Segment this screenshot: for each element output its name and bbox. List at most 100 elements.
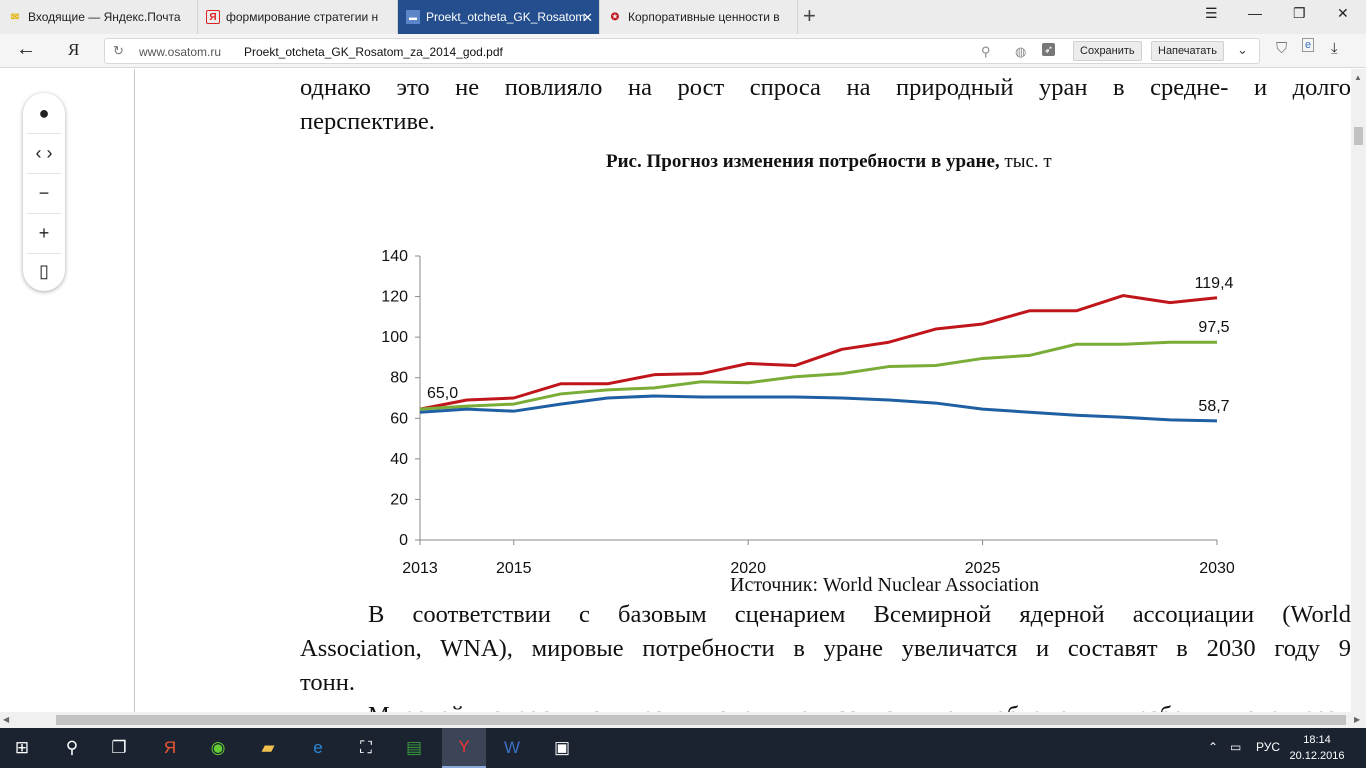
figure-title-unit: тыс. т [999, 151, 1052, 172]
series-line [419, 294, 1218, 411]
tab-label: Корпоративные ценности в [628, 10, 780, 24]
task-view-icon[interactable]: ❐ [111, 738, 127, 757]
divider [27, 213, 61, 214]
pdf-paragraph-line: Association, WNA), мировые потребности в… [300, 635, 1351, 662]
tab-corporate-values[interactable]: ✪ Корпоративные ценности в [600, 0, 798, 34]
divider [27, 253, 61, 254]
save-button[interactable]: Сохранить [1073, 41, 1142, 61]
scroll-up-icon[interactable]: ▲ [1354, 73, 1362, 82]
reload-icon[interactable]: ↻ [113, 43, 124, 58]
app-taskbar-icon[interactable]: ◉ [210, 738, 226, 757]
globe-icon[interactable]: ◍ [1015, 44, 1027, 59]
pdf-text-line: однако это не повлияло на рост спроса на… [300, 74, 1351, 101]
tab-pdf-active[interactable]: ▬ Proekt_otcheta_GK_Rosatom ✕ [398, 0, 600, 34]
mail-icon: ✉ [10, 11, 20, 23]
y-tick-label: 40 [390, 451, 408, 468]
windows-start-icon[interactable]: ⊞ [14, 738, 30, 757]
tab-strategy[interactable]: Я формирование стратегии н [198, 0, 398, 34]
scroll-right-icon[interactable]: ▶ [1354, 715, 1361, 724]
chevron-down-icon[interactable]: ⌄ [1237, 42, 1248, 57]
clock-date: 20.12.2016 [1289, 750, 1345, 762]
yandex-icon: Я [206, 10, 220, 24]
figure-title-bold: Рис. Прогноз изменения потребности в ура… [606, 151, 1000, 172]
x-tick-label: 2020 [730, 560, 766, 573]
series-line [419, 394, 1218, 423]
page-edge [134, 69, 135, 713]
divider [27, 133, 61, 134]
tab-yandex-mail[interactable]: ✉ Входящие — Яндекс.Почта [0, 0, 198, 34]
download-icon[interactable]: ⤓ [1331, 40, 1338, 57]
y-tick-label: 140 [381, 248, 408, 265]
address-bar: ← Я ↻ www.osatom.ru Proekt_otcheta_GK_Ro… [0, 34, 1366, 68]
url-path: Proekt_otcheta_GK_Rosatom_za_2014_god.pd… [244, 45, 503, 59]
divider [27, 173, 61, 174]
back-arrow-icon[interactable]: ← [16, 38, 36, 60]
shield-icon[interactable]: ⛉ [1276, 40, 1288, 57]
x-tick-label: 2030 [1199, 560, 1235, 573]
tab-label: Входящие — Яндекс.Почта [28, 10, 181, 24]
keyboard-language[interactable]: РУС [1256, 740, 1281, 754]
horizontal-scrollbar[interactable]: ◀ ▶ [0, 712, 1366, 728]
rocket-icon[interactable]: ➶ [1042, 43, 1056, 56]
vertical-scroll-thumb[interactable] [1354, 127, 1363, 145]
yandex-logo[interactable]: Я [68, 40, 80, 59]
menu-icon[interactable]: ☰ [1205, 5, 1218, 21]
fit-page-icon[interactable]: ▯ [39, 260, 49, 281]
y-tick-label: 80 [390, 370, 408, 387]
data-label: 58,7 [1198, 398, 1229, 415]
minimize-icon[interactable]: — [1248, 5, 1262, 21]
y-tick-label: 120 [381, 289, 408, 306]
horizontal-scroll-thumb[interactable] [56, 715, 1346, 725]
uranium-demand-chart: 0 20 40 60 80 100 120 140 2013 2015 2020 2025 2030 65… [381, 248, 1235, 573]
pdf-viewer: ● ‹ › − + ▯ однако это не повлияло на ро… [0, 69, 1366, 729]
windows-taskbar: ⊞ ⚲ ❐ Я ◉ ▰ e ⛶ ▤ Y W ▣ ⌃ ▭ РУС 18:14 20… [0, 728, 1366, 768]
url-host: www.osatom.ru [139, 45, 222, 59]
store-icon[interactable]: ⛶ [360, 738, 372, 757]
url-field[interactable]: ↻ www.osatom.ru Proekt_otcheta_GK_Rosato… [104, 38, 1260, 64]
yandex-active-taskbar-icon[interactable]: Y [442, 728, 486, 768]
dot-icon[interactable]: ● [38, 102, 50, 123]
pdf-paragraph-line: тонн. [300, 669, 355, 696]
data-label: 65,0 [427, 385, 458, 402]
word-icon[interactable]: W [503, 738, 521, 757]
data-label: 119,4 [1195, 275, 1234, 292]
zoom-out-icon[interactable]: − [38, 182, 50, 203]
search-icon[interactable]: ⚲ [65, 738, 79, 757]
tab-label: Proekt_otcheta_GK_Rosatom [426, 10, 586, 24]
pdf-icon: ▬ [406, 10, 420, 24]
figure-source: Источник: World Nuclear Association [730, 574, 1040, 596]
pdf-extension-icon[interactable]: e [1302, 38, 1315, 52]
series-line [419, 340, 1217, 411]
prev-next-icon[interactable]: ‹ › [35, 142, 53, 163]
x-tick-label: 2015 [496, 560, 532, 573]
close-tab-icon[interactable]: ✕ [582, 10, 593, 25]
x-tick-label: 2013 [402, 560, 438, 573]
close-window-icon[interactable]: ✕ [1337, 5, 1349, 21]
excel-icon[interactable]: ▤ [405, 738, 423, 757]
pdf-paragraph-line: В соответствии с базовым сценарием Всеми… [368, 601, 1351, 628]
scroll-left-icon[interactable]: ◀ [3, 715, 10, 724]
print-button[interactable]: Напечатать [1151, 41, 1224, 61]
maximize-icon[interactable]: ❐ [1293, 5, 1306, 21]
file-explorer-icon[interactable]: ▰ [261, 738, 275, 757]
new-tab-plus-icon[interactable]: + [803, 3, 816, 28]
pdf-tool-panel: ● ‹ › − + ▯ [23, 93, 65, 291]
data-label: 97,5 [1198, 319, 1229, 336]
zoom-icon[interactable]: ⚲ [981, 44, 991, 59]
clock-time: 18:14 [1303, 734, 1331, 746]
zoom-in-icon[interactable]: + [38, 222, 50, 243]
clock[interactable]: 18:14 20.12.2016 [1286, 732, 1348, 764]
pdf-text-line: перспективе. [300, 108, 435, 135]
y-tick-label: 100 [381, 329, 408, 346]
message-icon[interactable]: ▭ [1230, 740, 1242, 754]
star-icon: ✪ [610, 11, 620, 23]
y-tick-label: 60 [390, 410, 408, 427]
app-window-icon[interactable]: ▣ [553, 738, 571, 757]
vertical-scrollbar[interactable]: ▲ [1351, 69, 1366, 713]
y-tick-label: 20 [390, 491, 408, 508]
figure-title: Рис. Прогноз изменения потребности в ура… [606, 151, 1052, 173]
yandex-browser-taskbar-icon[interactable]: Я [163, 738, 177, 757]
y-tick-label: 0 [399, 532, 408, 549]
tray-chevron-icon[interactable]: ⌃ [1208, 740, 1219, 754]
edge-icon[interactable]: e [313, 738, 323, 757]
